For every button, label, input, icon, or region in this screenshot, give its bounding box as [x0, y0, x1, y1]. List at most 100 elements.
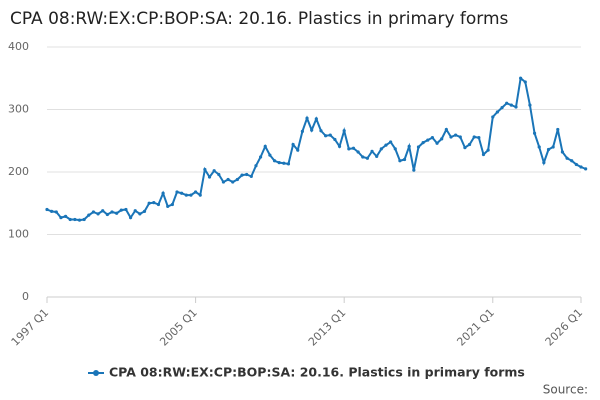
point — [119, 208, 123, 212]
point — [402, 157, 407, 162]
point — [509, 103, 513, 107]
point — [91, 210, 96, 214]
point — [166, 204, 170, 208]
legend-marker — [93, 370, 99, 376]
point — [296, 148, 300, 152]
point — [449, 135, 453, 139]
point — [170, 202, 174, 207]
point — [324, 134, 328, 138]
point — [133, 209, 137, 213]
point — [263, 144, 267, 148]
point — [268, 153, 272, 157]
point — [421, 141, 425, 145]
point — [63, 214, 68, 218]
point — [426, 138, 430, 142]
point — [389, 140, 393, 144]
point — [537, 145, 541, 149]
point — [124, 207, 128, 212]
point — [152, 201, 156, 205]
point — [203, 167, 207, 172]
y-tick-label: 0 — [22, 290, 29, 303]
point — [310, 128, 314, 132]
point — [161, 191, 165, 195]
point — [491, 115, 495, 119]
point — [454, 133, 458, 137]
point — [115, 211, 119, 215]
point — [305, 116, 309, 120]
point — [486, 148, 490, 152]
point — [272, 159, 277, 163]
point — [542, 161, 546, 165]
point — [579, 165, 583, 169]
x-tick-label: 2005 Q1 — [157, 306, 200, 349]
point — [291, 142, 295, 147]
point — [444, 127, 448, 132]
point — [342, 129, 346, 133]
point — [519, 76, 523, 80]
point — [412, 168, 416, 172]
point — [528, 103, 532, 107]
point — [314, 117, 318, 121]
point — [375, 154, 379, 158]
point — [235, 177, 239, 182]
point — [198, 193, 202, 197]
point — [467, 142, 472, 147]
point — [398, 159, 402, 163]
point — [337, 144, 342, 148]
point — [416, 145, 421, 149]
point — [532, 131, 537, 135]
point — [574, 162, 578, 167]
point — [500, 106, 504, 110]
point — [523, 80, 527, 84]
point — [147, 201, 151, 205]
point — [82, 217, 86, 222]
point — [54, 210, 58, 214]
point — [221, 180, 226, 184]
point — [379, 147, 383, 151]
point — [481, 152, 486, 157]
point — [184, 193, 188, 197]
point — [282, 161, 286, 165]
point — [105, 212, 109, 217]
point — [472, 135, 476, 139]
x-tick-label: 2013 Q1 — [306, 306, 349, 349]
point — [505, 101, 509, 105]
point — [189, 193, 193, 197]
x-tick-label: 2026 Q1 — [543, 306, 586, 349]
point — [407, 144, 411, 148]
point — [565, 156, 569, 160]
y-tick-label: 200 — [8, 165, 29, 178]
point — [286, 162, 291, 166]
point — [231, 180, 235, 184]
point — [556, 127, 560, 132]
point — [101, 209, 105, 213]
point — [254, 164, 258, 168]
point — [328, 133, 332, 137]
point — [193, 190, 198, 194]
point — [128, 216, 133, 220]
point — [319, 129, 323, 133]
point — [584, 167, 588, 171]
point — [45, 207, 49, 212]
point — [300, 129, 304, 133]
point — [77, 218, 82, 222]
point — [59, 216, 63, 220]
point — [430, 136, 435, 140]
point — [560, 150, 565, 154]
point — [245, 172, 249, 177]
point — [440, 137, 444, 141]
point — [514, 105, 518, 109]
point — [435, 141, 439, 145]
point — [50, 209, 54, 213]
chart-title: CPA 08:RW:EX:CP:BOP:SA: 20.16. Plastics … — [10, 9, 509, 29]
point — [217, 172, 221, 177]
point — [226, 177, 230, 182]
y-tick-label: 400 — [8, 40, 29, 53]
point — [212, 169, 216, 173]
point — [142, 209, 147, 213]
point — [393, 147, 397, 151]
point — [351, 146, 356, 150]
point — [361, 155, 365, 159]
point — [495, 110, 500, 114]
